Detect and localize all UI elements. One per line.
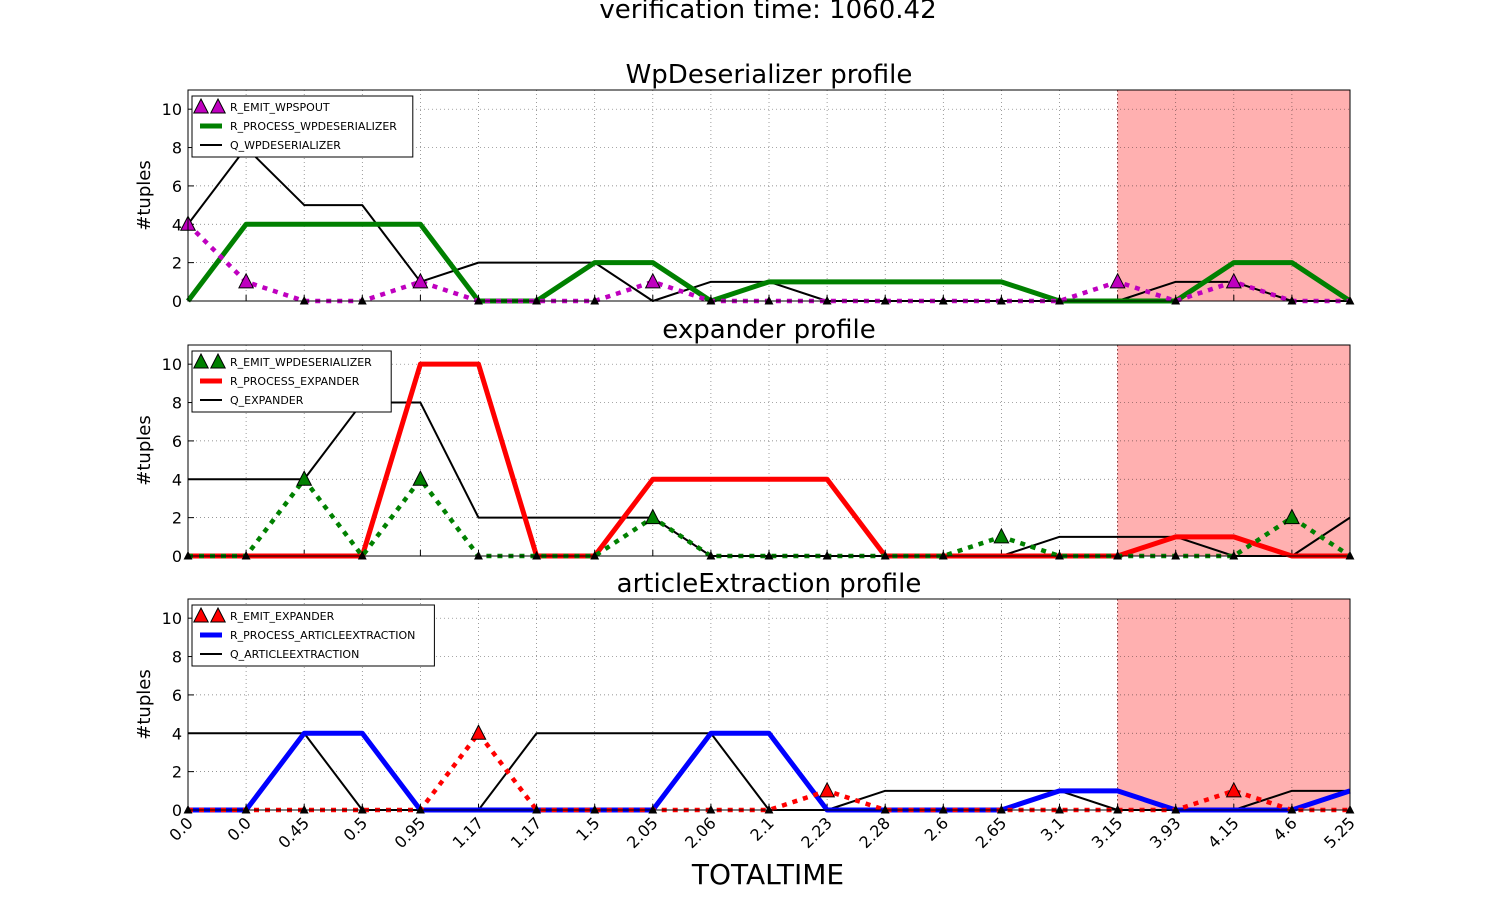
- y-tick-label: 6: [172, 177, 182, 196]
- figure-suptitle: verification time: 1060.42: [599, 0, 936, 25]
- y-tick-label: 4: [172, 470, 182, 489]
- x-tick-label: 1.17: [507, 813, 546, 852]
- x-tick-label: 2.23: [797, 813, 836, 852]
- x-tick-label: 0.95: [391, 813, 430, 852]
- data-point-marker: [238, 272, 255, 289]
- y-axis-label: #tuples: [134, 669, 155, 739]
- y-tick-label: 0: [172, 292, 182, 311]
- data-point-marker: [1109, 272, 1126, 289]
- y-tick-label: 8: [172, 139, 182, 158]
- legend: R_EMIT_EXPANDER R_PROCESS_ARTICLEEXTRACTI…: [191, 604, 435, 667]
- legend-box: [191, 350, 392, 413]
- legend-entry-label: Q_EXPANDER: [230, 394, 304, 407]
- highlight-region: [1117, 345, 1350, 556]
- axes-frame: [187, 344, 1351, 557]
- legend-marker: [192, 97, 210, 114]
- subplot-title: articleExtraction profile: [617, 569, 922, 599]
- x-axis-label: TOTALTIME: [691, 858, 844, 891]
- subplot-title: expander profile: [662, 315, 875, 345]
- legend-entry-label: R_EMIT_WPDESERIALIZER: [230, 356, 372, 369]
- x-tick-label: 2.1: [746, 813, 777, 844]
- y-tick-label: 4: [172, 724, 182, 743]
- data-point-marker: [412, 272, 429, 289]
- subplot-title: WpDeserializer profile: [626, 60, 913, 90]
- legend: R_EMIT_WPSPOUT R_PROCESS_WPDESERIALIZER Q_…: [191, 95, 414, 158]
- data-point-marker: [412, 470, 429, 486]
- legend-entry-label: Q_ARTICLEEXTRACTION: [230, 648, 359, 661]
- legend-marker: [209, 606, 227, 623]
- x-tick-label: 5.25: [1320, 813, 1359, 852]
- legend-entry-label: R_PROCESS_WPDESERIALIZER: [230, 120, 397, 133]
- data-point-marker: [1283, 508, 1300, 525]
- axes-frame: [187, 89, 1351, 302]
- x-tick-label: 0.45: [274, 813, 313, 852]
- x-tick-label: 0.5: [340, 813, 371, 844]
- y-tick-label: 2: [172, 509, 182, 528]
- x-tick-label: 3.93: [1146, 813, 1185, 852]
- x-tick-label: 0.0: [223, 813, 254, 844]
- data-point-marker: [1225, 272, 1242, 289]
- data-point-marker: [644, 508, 661, 525]
- data-point-marker: [644, 272, 661, 289]
- y-tick-label: 10: [162, 355, 182, 374]
- y-tick-label: 0: [172, 801, 182, 820]
- legend-box: [191, 95, 414, 158]
- x-tick-label: 1.17: [449, 813, 488, 852]
- y-tick-label: 6: [172, 432, 182, 451]
- y-tick-label: 10: [162, 100, 182, 119]
- y-tick-label: 2: [172, 763, 182, 782]
- data-point-marker: [819, 781, 836, 798]
- y-tick-label: 2: [172, 254, 182, 273]
- legend-box: [191, 604, 435, 667]
- y-tick-label: 6: [172, 686, 182, 705]
- x-tick-label: 3.15: [1088, 813, 1127, 852]
- subplot-3: 0 2 4 6 8 10 articleExtraction profile #tuples R…: [134, 569, 1355, 820]
- x-tick-labels: 0.0 0.0 0.45 0.5 0.95 1.17 1.17 1.5 2.05 2.06 2.1 2…: [165, 813, 1358, 852]
- legend-entry-label: R_EMIT_WPSPOUT: [230, 101, 330, 114]
- highlight-region: [1117, 599, 1350, 810]
- data-point-marker: [296, 470, 313, 486]
- legend-marker: [209, 352, 227, 369]
- y-tick-label: 8: [172, 394, 182, 413]
- y-tick-label: 8: [172, 648, 182, 667]
- series-line-r-process-expander: [188, 361, 1350, 559]
- legend-entry-label: R_PROCESS_EXPANDER: [230, 375, 360, 388]
- x-tick-label: 2.6: [921, 813, 952, 844]
- data-point-marker: [1225, 781, 1242, 798]
- series-line-r-process-articleextraction: [188, 730, 1351, 813]
- y-axis-label: #tuples: [134, 160, 155, 230]
- x-tick-label: 0.0: [165, 813, 196, 844]
- x-tick-label: 2.65: [972, 813, 1011, 852]
- subplot-2: 0 2 4 6 8 10 expander profile #tuples R_EMIT_WPD…: [134, 315, 1355, 566]
- x-tick-label: 3.1: [1037, 813, 1068, 844]
- axes-frame: [187, 598, 1351, 811]
- y-tick-label: 0: [172, 547, 182, 566]
- subplot-1: 0 2 4 6 8 10 WpDeserializer profile #tuples R_EM…: [134, 60, 1355, 311]
- legend-entry-label: R_EMIT_EXPANDER: [230, 610, 335, 623]
- x-tick-label: 2.28: [855, 813, 894, 852]
- legend-marker: [192, 606, 210, 623]
- legend-entry-label: Q_WPDESERIALIZER: [230, 139, 341, 152]
- legend-entry-label: R_PROCESS_ARTICLEEXTRACTION: [230, 629, 415, 642]
- x-tick-label: 2.05: [623, 813, 662, 852]
- subplots-group: 0 2 4 6 8 10 WpDeserializer profile #tuples R_EM…: [134, 60, 1359, 852]
- x-tick-label: 4.15: [1204, 813, 1243, 852]
- legend-marker: [192, 352, 210, 369]
- data-point-marker: [993, 527, 1010, 544]
- x-tick-label: 1.5: [572, 813, 603, 844]
- legend: R_EMIT_WPDESERIALIZER R_PROCESS_EXPANDER Q…: [191, 350, 392, 413]
- y-tick-label: 4: [172, 215, 182, 234]
- data-point-marker: [470, 724, 487, 740]
- x-tick-label: 2.06: [681, 813, 720, 852]
- legend-marker: [209, 97, 227, 114]
- x-tick-label: 4.6: [1269, 813, 1300, 844]
- highlight-region: [1117, 90, 1350, 301]
- y-tick-label: 10: [162, 609, 182, 628]
- y-axis-label: #tuples: [134, 415, 155, 485]
